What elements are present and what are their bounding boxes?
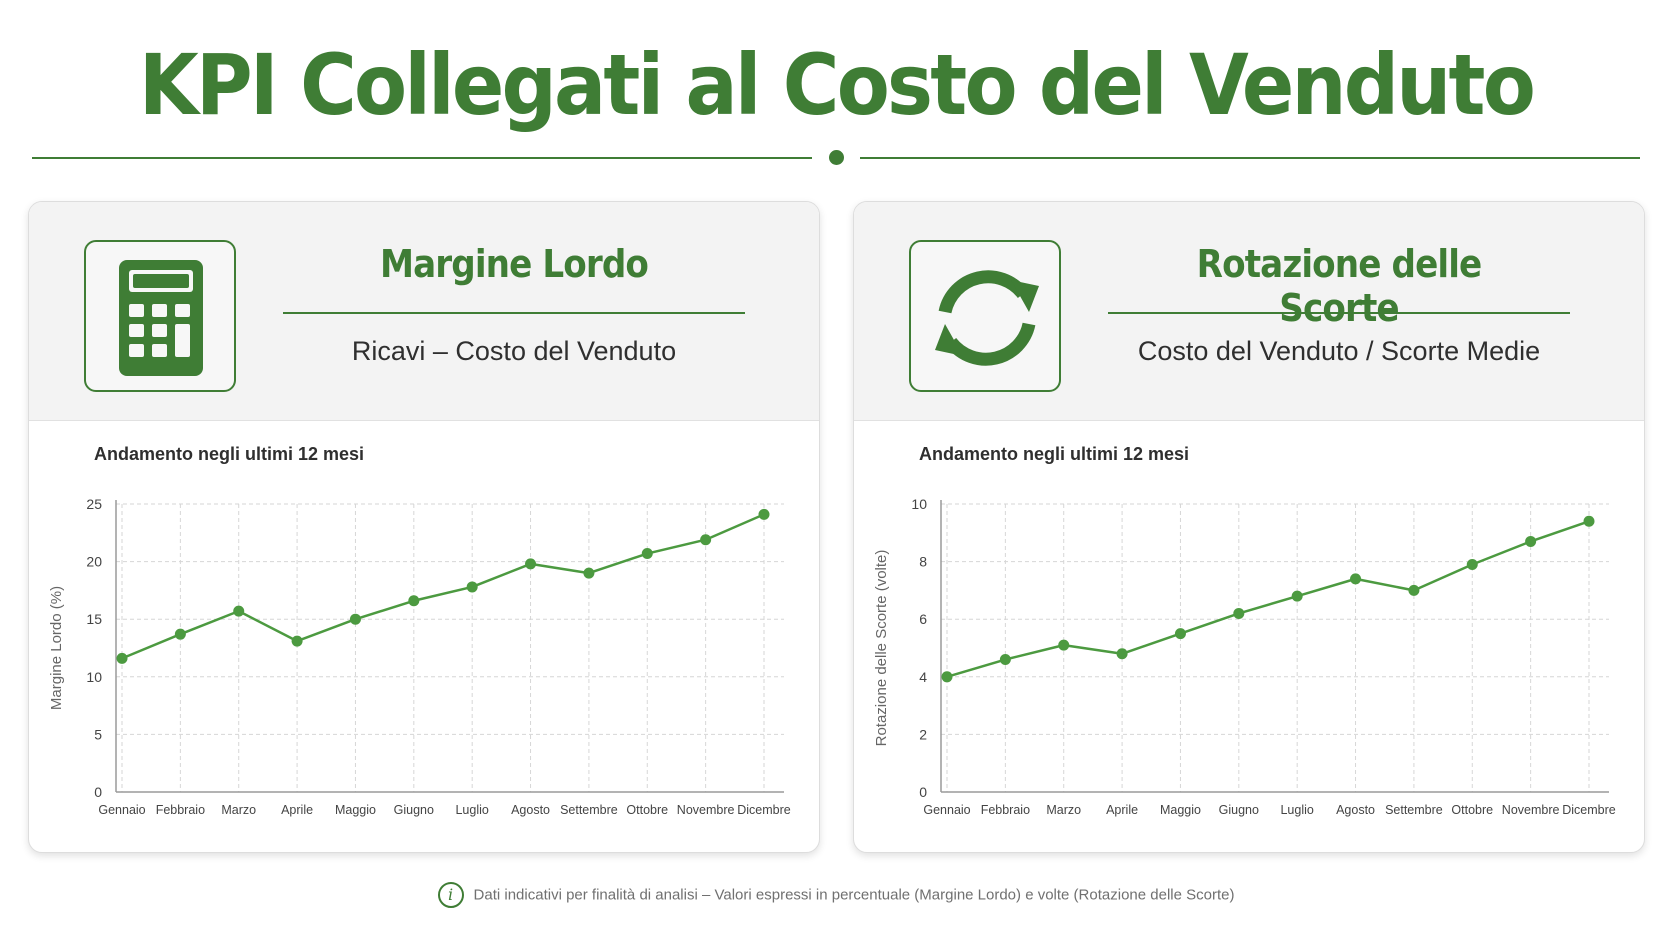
calculator-icon [84, 240, 236, 392]
x-tick-label: Luglio [1280, 803, 1313, 817]
x-tick-label: Febbraio [981, 803, 1030, 817]
data-point [1583, 515, 1595, 527]
title-divider-dot [829, 150, 844, 165]
y-tick-label: 10 [86, 669, 102, 685]
data-point [525, 558, 537, 570]
card-title-divider [1108, 312, 1570, 314]
data-point [291, 635, 303, 647]
data-point [1058, 639, 1070, 651]
kpi-card-rotazione-scorte: Rotazione delle Scorte Costo del Venduto… [853, 201, 1645, 853]
data-point [174, 628, 186, 640]
kpi-card-margine-lordo: Margine Lordo Ricavi – Costo del Venduto… [28, 201, 820, 853]
data-point [1116, 648, 1128, 660]
y-tick-label: 25 [86, 496, 102, 512]
y-tick-label: 4 [919, 669, 927, 685]
data-point [408, 595, 420, 607]
card-title-divider [283, 312, 745, 314]
data-point [466, 581, 478, 593]
page-title: KPI Collegati al Costo del Venduto [138, 36, 1536, 134]
y-tick-label: 0 [919, 784, 927, 800]
data-point [583, 567, 595, 579]
x-tick-label: Marzo [1046, 803, 1081, 817]
card-formula: Costo del Venduto / Scorte Medie [1137, 336, 1541, 366]
x-tick-label: Settembre [1385, 803, 1443, 817]
refresh-cycle-icon [909, 240, 1061, 392]
data-point [116, 652, 128, 664]
line-chart-rotazione-scorte: 0 2 4 6 8 10 Gennaio Febbraio Marzo Aprile Maggio G… [873, 496, 1616, 817]
card-header: Rotazione delle Scorte Costo del Venduto… [854, 202, 1644, 421]
footnote-text: Dati indicativi per finalità di analisi … [473, 886, 1235, 904]
title-divider-right [860, 157, 1640, 159]
data-point [999, 654, 1011, 666]
y-tick-label: 20 [86, 554, 102, 570]
y-tick-label: 6 [919, 611, 927, 627]
y-tick-label: 10 [911, 496, 927, 512]
x-tick-label: Maggio [1160, 803, 1201, 817]
x-tick-label: Ottobre [626, 803, 668, 817]
x-tick-label: Marzo [221, 803, 256, 817]
data-point [641, 548, 653, 560]
data-point [1408, 584, 1420, 596]
series-line [946, 520, 1590, 678]
x-tick-label: Agosto [511, 803, 550, 817]
x-tick-label: Gennaio [98, 803, 145, 817]
x-tick-label: Dicembre [737, 803, 791, 817]
card-title: Margine Lordo [379, 242, 649, 286]
y-axis-label: Rotazione delle Scorte (volte) [873, 550, 890, 747]
chart-subtitle: Andamento negli ultimi 12 mesi [919, 444, 1190, 464]
x-tick-label: Novembre [677, 803, 735, 817]
y-tick-label: 0 [94, 784, 102, 800]
data-point [233, 605, 245, 617]
x-tick-label: Febbraio [156, 803, 205, 817]
data-point [941, 671, 953, 683]
x-tick-label: Ottobre [1451, 803, 1493, 817]
x-tick-label: Maggio [335, 803, 376, 817]
info-icon: i [437, 882, 464, 908]
y-axis-label: Margine Lordo (%) [48, 586, 65, 710]
x-tick-label: Giugno [1219, 803, 1259, 817]
data-point [1525, 535, 1537, 547]
title-divider-left [32, 157, 812, 159]
x-tick-label: Dicembre [1562, 803, 1616, 817]
card-formula: Ricavi – Costo del Venduto [351, 336, 677, 366]
x-tick-label: Settembre [560, 803, 618, 817]
y-tick-label: 5 [94, 726, 102, 742]
data-point [1350, 573, 1362, 585]
data-point [700, 534, 712, 546]
x-tick-label: Agosto [1336, 803, 1375, 817]
data-point [1466, 558, 1478, 570]
footnote: i Dati indicativi per finalità di analisi… [0, 882, 1672, 908]
line-chart-margine-lordo: 0 5 10 15 20 25 Gennaio Febbraio Marzo Aprile Magg… [48, 496, 791, 817]
data-point [1291, 590, 1303, 602]
data-point [1174, 628, 1186, 640]
x-tick-label: Giugno [394, 803, 434, 817]
card-header: Margine Lordo Ricavi – Costo del Venduto [29, 202, 819, 421]
data-point [758, 508, 770, 520]
card-title: Rotazione delle Scorte [1196, 242, 1483, 330]
y-tick-label: 15 [86, 611, 102, 627]
chart-subtitle: Andamento negli ultimi 12 mesi [94, 444, 365, 464]
y-tick-label: 2 [919, 726, 927, 742]
y-tick-label: 8 [919, 554, 927, 570]
x-tick-label: Luglio [455, 803, 488, 817]
series-line [121, 513, 765, 660]
data-point [1233, 607, 1245, 619]
x-tick-label: Novembre [1502, 803, 1560, 817]
x-tick-label: Aprile [281, 803, 313, 817]
x-tick-label: Aprile [1106, 803, 1138, 817]
x-tick-label: Gennaio [923, 803, 970, 817]
data-point [349, 613, 361, 625]
